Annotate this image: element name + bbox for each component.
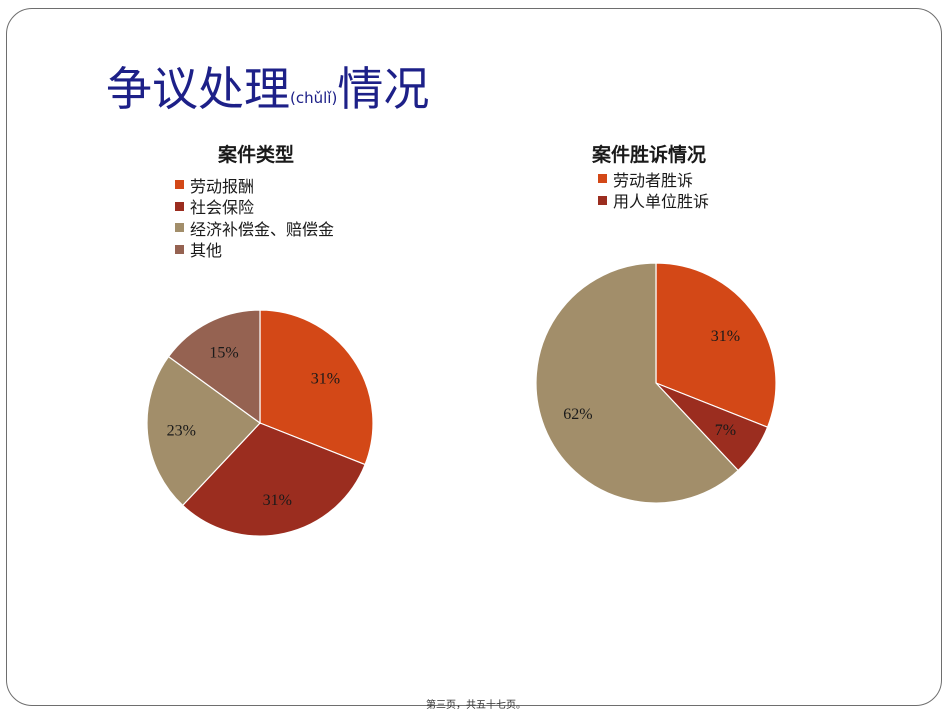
chart1-legend-label: 劳动报酬 bbox=[190, 176, 255, 196]
chart1-pie: 31% 31% 23% 15% bbox=[146, 309, 374, 537]
chart1-legend-item: 其他 bbox=[175, 239, 334, 261]
pie-slice-label: 15% bbox=[209, 345, 238, 362]
title-main: 争议处理 bbox=[106, 62, 290, 116]
slide-frame bbox=[6, 8, 942, 706]
chart1-legend-swatch bbox=[175, 244, 184, 254]
title-pinyin: (chǔlǐ) bbox=[290, 89, 338, 107]
pie-slice-label: 23% bbox=[167, 422, 196, 439]
chart1-legend-swatch bbox=[175, 201, 184, 211]
chart2-legend-item: 用人单位胜诉 bbox=[598, 190, 710, 212]
chart1-legend-item: 经济补偿金、赔偿金 bbox=[175, 217, 334, 239]
chart1-legend-item: 社会保险 bbox=[175, 196, 334, 218]
chart1-legend-swatch bbox=[175, 223, 184, 233]
chart1-legend-swatch bbox=[175, 180, 184, 190]
chart2-legend-label: 劳动者胜诉 bbox=[613, 170, 694, 190]
pie-slice-label: 62% bbox=[563, 406, 592, 423]
chart2-legend-item: 劳动者胜诉 bbox=[598, 168, 709, 190]
chart1-legend: 劳动报酬 社会保险 经济补偿金、赔偿金 其他 bbox=[175, 174, 334, 260]
pie-slice bbox=[259, 309, 374, 466]
pie-slice bbox=[167, 309, 261, 425]
chart1-legend-label: 经济补偿金、赔偿金 bbox=[190, 219, 335, 239]
chart1-title: 案件类型 bbox=[218, 144, 295, 166]
chart2-title: 案件胜诉情况 bbox=[592, 144, 707, 166]
pie-slice-label: 31% bbox=[311, 371, 340, 388]
page-footer: 第三页，共五十七页。 bbox=[426, 700, 526, 711]
pie-slice bbox=[181, 422, 366, 537]
pie-slice-label: 31% bbox=[263, 492, 292, 509]
slide-title: 争议处理(chǔlǐ)情况 bbox=[106, 56, 429, 126]
chart2-legend: 劳动者胜诉 用人单位胜诉 bbox=[598, 168, 709, 211]
pie-slice-label: 7% bbox=[715, 422, 736, 439]
pie-slice bbox=[535, 262, 739, 504]
chart1-legend-item: 劳动报酬 bbox=[175, 174, 334, 196]
pie-slice bbox=[146, 355, 261, 507]
pie-slice bbox=[655, 262, 777, 428]
chart2-legend-swatch bbox=[598, 195, 607, 205]
chart1-legend-label: 社会保险 bbox=[190, 198, 255, 218]
chart2-pie: 31% 7% 62% bbox=[535, 262, 777, 504]
chart2-legend-label: 用人单位胜诉 bbox=[613, 192, 710, 212]
chart2-legend-swatch bbox=[598, 174, 607, 184]
chart1-legend-label: 其他 bbox=[190, 241, 223, 261]
pie-slice-label: 31% bbox=[711, 328, 740, 345]
title-tail: 情况 bbox=[337, 62, 430, 116]
